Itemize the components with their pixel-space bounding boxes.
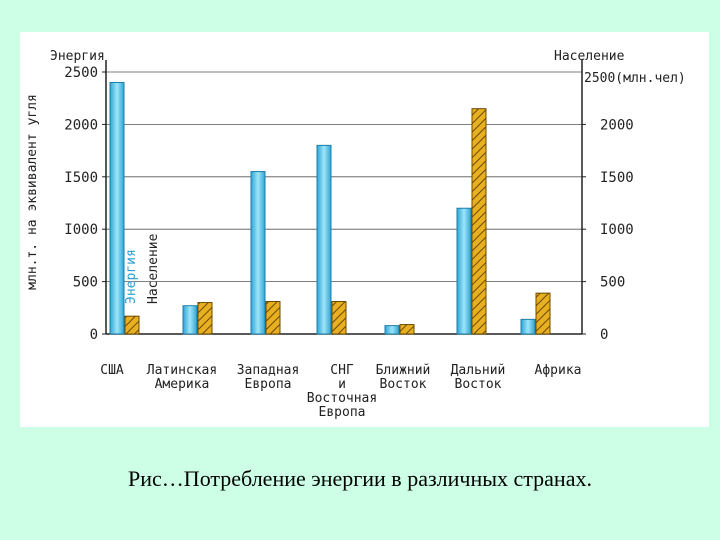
energy-bar <box>182 305 198 335</box>
energy-population-chart: 0 500 I000 I500 2000 2500 0 500 I000 I500 2000 Энер… <box>25 49 686 420</box>
right-tick-label: 2000 <box>600 117 634 133</box>
left-tick-label: 0 <box>90 327 98 343</box>
bars <box>109 81 551 335</box>
right-tick-label: 0 <box>600 327 608 343</box>
left-tick-label: 2000 <box>64 117 98 133</box>
left-axis-title: Энергия <box>50 49 105 64</box>
left-tick-label: 2500 <box>64 65 98 81</box>
left-axis-label: млн.т. на эквивалент угля <box>25 94 40 290</box>
energy-bar <box>456 207 472 335</box>
right-axis-title: Население <box>554 49 625 64</box>
population-bar <box>471 108 487 335</box>
left-tick-label: 500 <box>73 275 98 291</box>
grid <box>106 71 582 283</box>
population-bar <box>265 301 281 335</box>
category-label: Европа <box>319 405 366 420</box>
category-label: Восток <box>455 377 502 392</box>
category-label: Европа <box>245 377 292 392</box>
energy-bar <box>250 171 266 335</box>
category-label: и <box>338 377 346 392</box>
category-label: Африка <box>535 363 582 378</box>
right-axis-unit: 2500(млн.чел) <box>584 71 686 86</box>
energy-bar <box>109 81 125 335</box>
energy-bar <box>520 318 536 335</box>
population-bar <box>197 302 213 335</box>
category-label: Дальний <box>451 363 506 378</box>
population-bar <box>399 324 415 335</box>
labels: 0 500 I000 I500 2000 2500 0 500 I000 I500 2000 Энер… <box>25 49 686 420</box>
energy-bar <box>384 325 400 335</box>
category-label: Западная <box>237 363 300 378</box>
category-label: Америка <box>155 377 210 392</box>
population-bar <box>124 315 140 335</box>
left-tick-label: I500 <box>64 170 98 186</box>
energy-bar <box>316 144 332 335</box>
category-label: Восток <box>380 377 427 392</box>
series-label-energy: Энергия <box>124 249 139 304</box>
right-tick-label: I500 <box>600 170 634 186</box>
chart-panel: 0 500 I000 I500 2000 2500 0 500 I000 I500 2000 Энер… <box>20 32 709 427</box>
series-label-population: Население <box>146 233 161 304</box>
figure-caption: Рис…Потребление энергии в различных стра… <box>128 466 592 491</box>
population-bar <box>331 301 347 335</box>
population-bar <box>535 292 551 335</box>
left-tick-label: I000 <box>64 222 98 238</box>
category-label: США <box>100 363 124 378</box>
right-tick-label: 500 <box>600 275 625 291</box>
category-label: Латинская <box>147 363 217 378</box>
category-label: Восточная <box>307 391 377 406</box>
axes <box>102 60 586 335</box>
category-label: Ближний <box>376 363 431 378</box>
right-tick-label: I000 <box>600 222 634 238</box>
category-label: СНГ <box>330 363 354 378</box>
